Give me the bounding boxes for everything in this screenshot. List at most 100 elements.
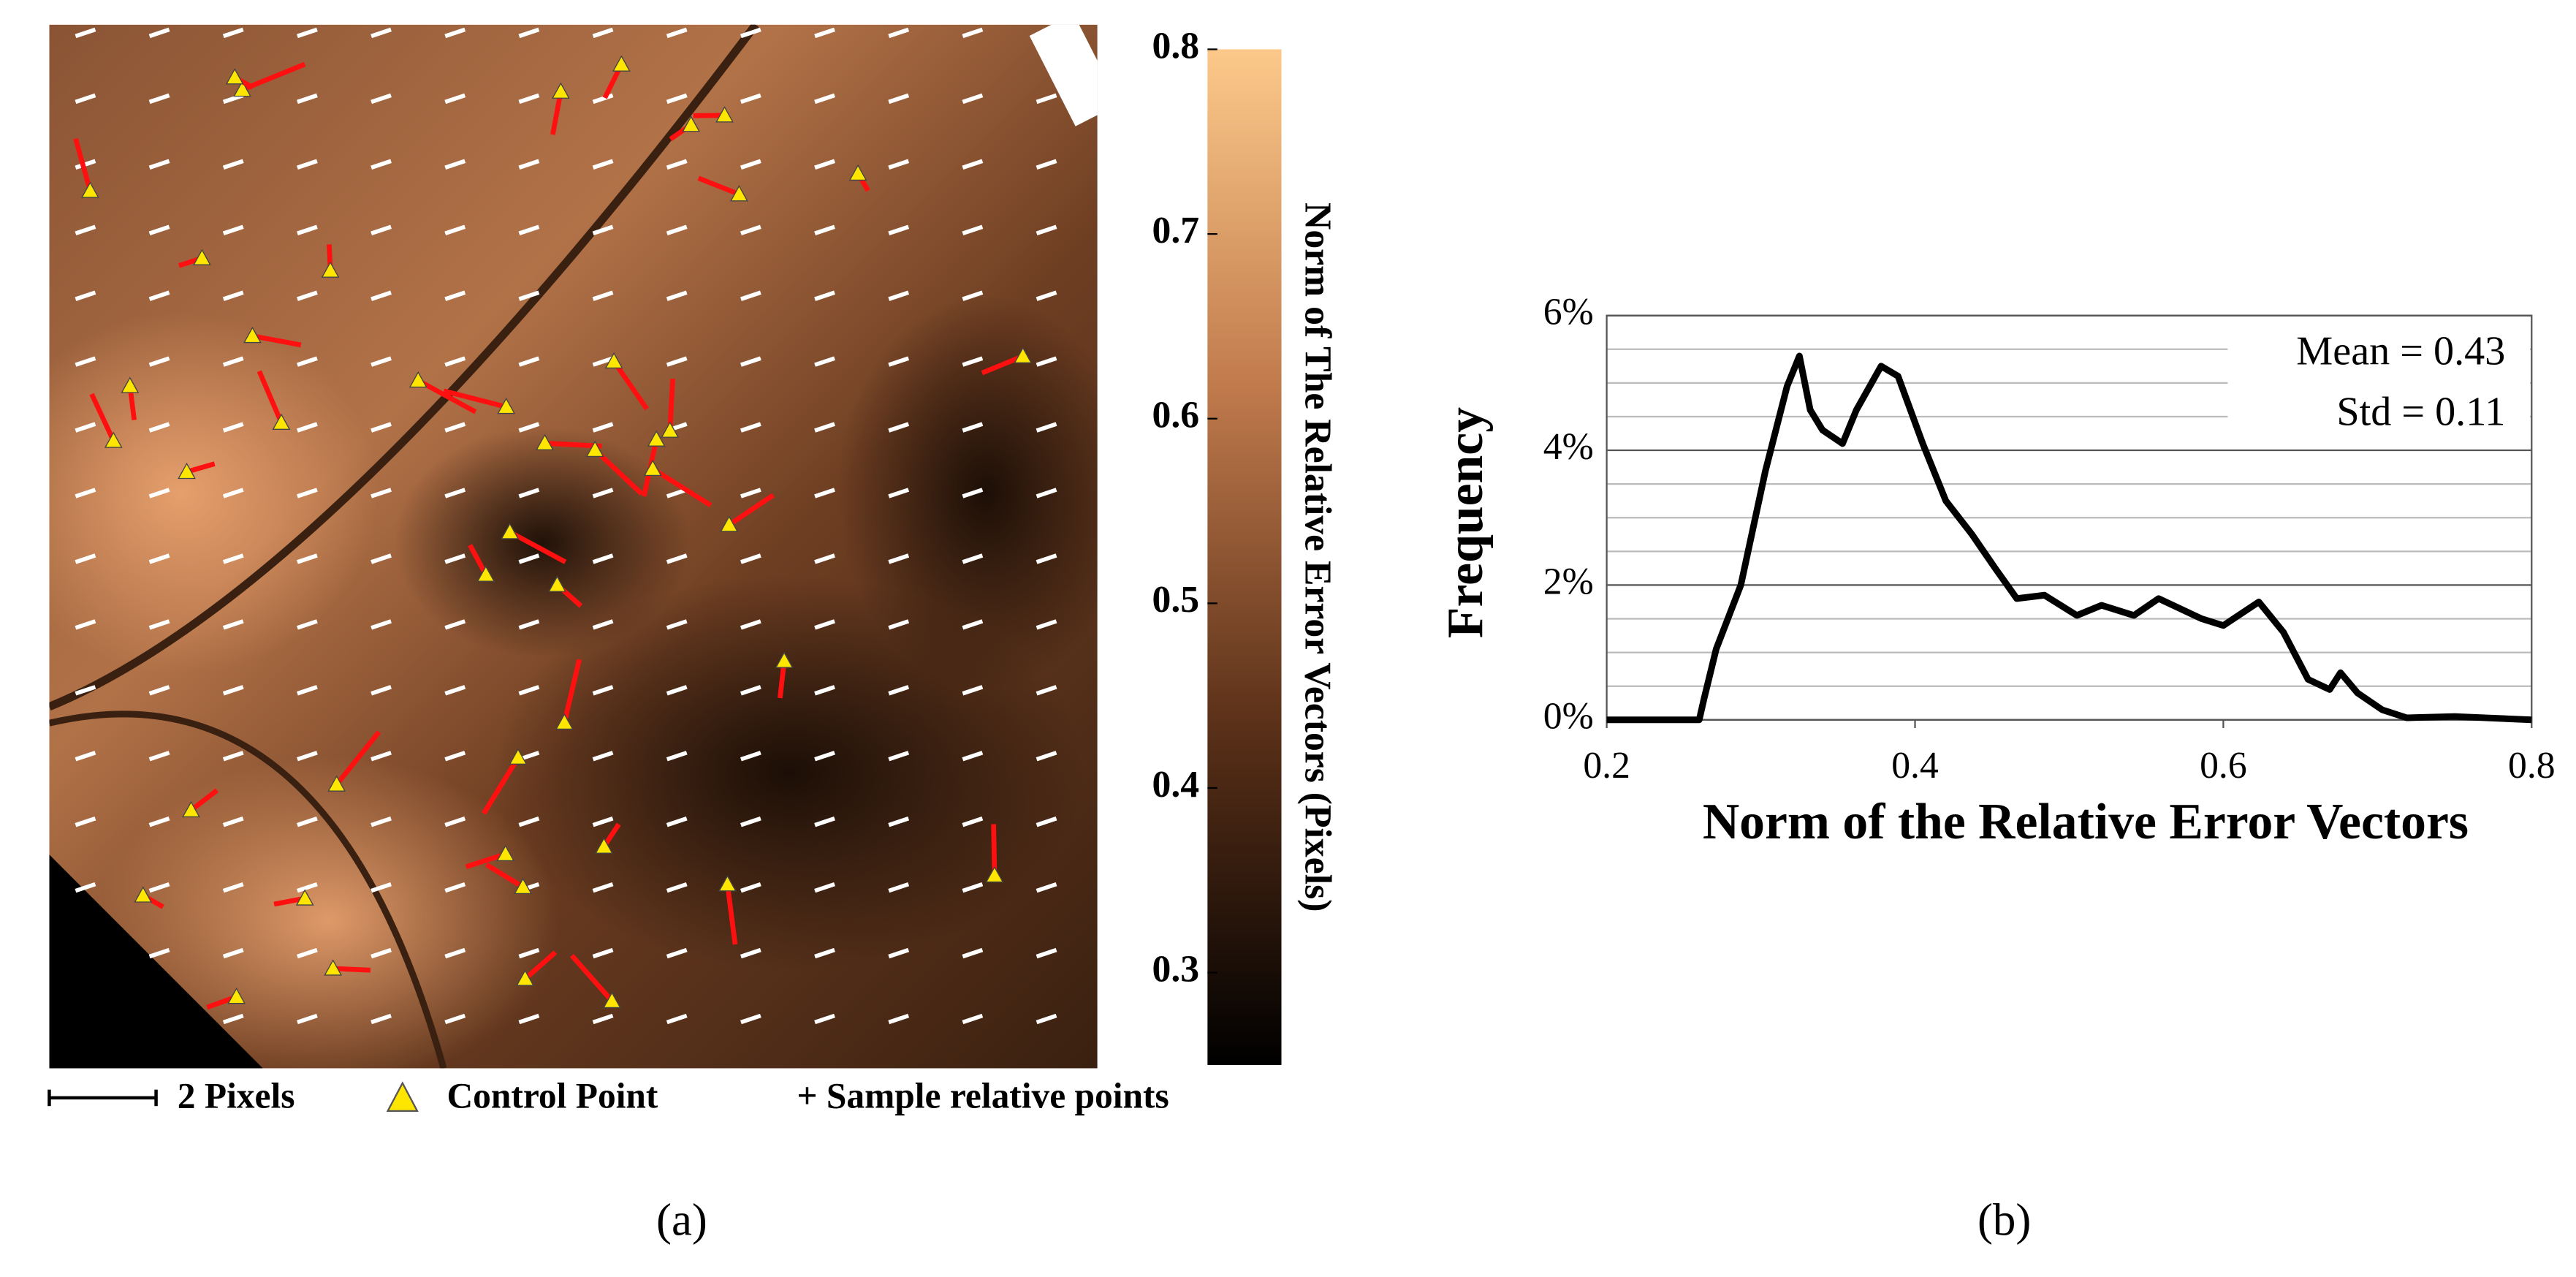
sample-vector — [888, 159, 910, 170]
sample-vector — [1036, 1013, 1057, 1025]
sample-vector — [518, 93, 540, 105]
error-vector — [667, 379, 675, 431]
sample-vector — [814, 422, 835, 433]
sample-vector — [222, 356, 244, 367]
sample-vector — [888, 356, 910, 367]
sample-vector — [222, 751, 244, 762]
sample-vector — [75, 422, 96, 433]
sample-vector — [297, 422, 318, 433]
sample-vector — [888, 751, 910, 762]
sample-vector — [297, 159, 318, 170]
annotation: Mean = 0.43 — [2296, 329, 2505, 374]
sample-vector — [814, 356, 835, 367]
control-point — [327, 775, 346, 792]
control-point — [643, 459, 662, 477]
sample-vector — [592, 553, 614, 564]
sample-vector — [371, 751, 392, 762]
sample-vector — [666, 224, 688, 235]
sample-vector — [148, 290, 170, 301]
error-vector — [485, 862, 525, 890]
sample-vector — [592, 1013, 614, 1025]
sample-vector — [148, 422, 170, 433]
sample-vector — [444, 553, 466, 564]
error-vector — [335, 730, 381, 787]
caption: (b) — [1977, 1194, 2031, 1246]
error-vector — [73, 137, 93, 192]
sample-vector — [297, 488, 318, 499]
sample-vector — [444, 93, 466, 105]
control-point — [661, 421, 680, 438]
error-vector — [257, 370, 284, 424]
sample-vector — [814, 553, 835, 564]
sample-vector — [666, 93, 688, 105]
sample-vector — [222, 619, 244, 630]
sample-vector — [592, 488, 614, 499]
sample-vector — [666, 159, 688, 170]
sample-vector — [888, 27, 910, 39]
control-point — [718, 875, 737, 892]
colorbar-tick-label: 0.3 — [1152, 948, 1199, 990]
sample-vector — [1036, 619, 1057, 630]
map-edge — [1029, 24, 1098, 126]
sample-vector — [444, 751, 466, 762]
error-vector — [725, 884, 738, 945]
sample-vector — [666, 751, 688, 762]
sample-vector — [740, 488, 761, 499]
sample-vector — [148, 93, 170, 105]
sample-vector — [962, 224, 984, 235]
control-point — [80, 181, 99, 198]
sample-vector — [75, 93, 96, 105]
sample-vector — [814, 619, 835, 630]
control-point — [555, 713, 574, 730]
colorbar-tick-label: 0.6 — [1152, 395, 1199, 436]
legend-marker — [386, 1081, 419, 1113]
sample-vector — [75, 619, 96, 630]
map-shade — [394, 427, 691, 658]
sample-vector — [518, 553, 540, 564]
sample-vector — [740, 27, 761, 39]
sample-vector — [297, 93, 318, 105]
sample-vector — [371, 93, 392, 105]
sample-vector — [592, 619, 614, 630]
sample-vector — [222, 882, 244, 893]
control-point — [585, 440, 604, 458]
sample-vector — [814, 488, 835, 499]
sample-vector — [962, 93, 984, 105]
error-vector — [612, 360, 649, 411]
sample-vector — [75, 224, 96, 235]
sample-vector — [148, 947, 170, 959]
sample-vector — [518, 159, 540, 170]
sample-vector — [518, 488, 540, 499]
sample-vector — [962, 685, 984, 696]
control-point — [178, 462, 196, 480]
x-tick-label: 0.2 — [1583, 745, 1630, 787]
control-point — [848, 164, 867, 181]
sample-vector — [814, 947, 835, 959]
sample-vector — [222, 224, 244, 235]
control-point — [647, 430, 666, 447]
sample-vector — [444, 290, 466, 301]
sample-vector — [814, 816, 835, 827]
control-point — [496, 844, 515, 862]
sample-vector — [666, 1013, 688, 1025]
map-shade — [49, 312, 378, 674]
control-point — [476, 565, 495, 582]
sample-vector — [518, 290, 540, 301]
sample-vector — [297, 224, 318, 235]
sample-vector — [740, 1013, 761, 1025]
sample-vector — [1036, 356, 1057, 367]
sample-vector — [962, 751, 984, 762]
error-vector — [189, 788, 219, 813]
y-tick-label: 0% — [1543, 696, 1594, 738]
sample-vector — [297, 27, 318, 39]
sample-vector — [888, 93, 910, 105]
control-point — [604, 352, 623, 369]
sample-vector — [222, 553, 244, 564]
sample-vector — [962, 1013, 984, 1025]
sample-vector — [75, 27, 96, 39]
sample-vector — [148, 488, 170, 499]
y-tick-label: 2% — [1543, 561, 1594, 602]
control-point — [233, 80, 251, 97]
sample-vector — [1036, 290, 1057, 301]
sample-vector — [592, 882, 614, 893]
